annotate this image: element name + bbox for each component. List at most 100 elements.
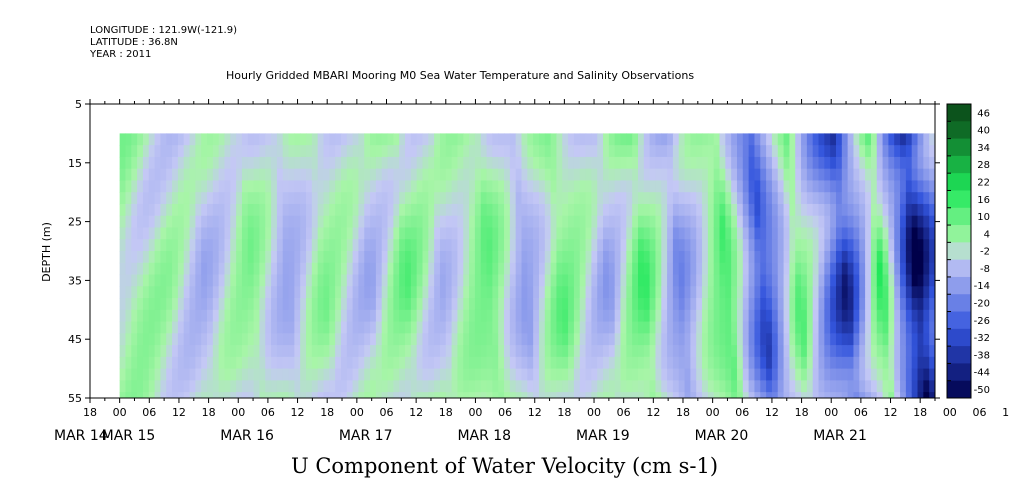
heatmap-cell: [538, 203, 546, 217]
heatmap-cell: [672, 215, 680, 229]
heatmap-cell: [591, 309, 598, 323]
year-label: YEAR : 2011: [90, 49, 152, 60]
heatmap-cell: [672, 145, 680, 158]
heatmap-cell: [719, 309, 726, 323]
heatmap-cell: [230, 333, 237, 346]
heatmap-cell: [492, 392, 499, 398]
heatmap-cell: [719, 180, 726, 193]
heatmap-cell: [620, 392, 627, 398]
heatmap-cell: [841, 333, 849, 346]
heatmap-cell: [498, 239, 505, 252]
heatmap-cell: [841, 251, 849, 264]
heatmap-cell: [381, 145, 389, 158]
x-tick-label: 06: [498, 406, 512, 419]
heatmap-cell: [748, 215, 756, 229]
heatmap-cell: [684, 262, 691, 276]
heatmap-cell: [637, 156, 645, 170]
heatmap-cell: [760, 286, 767, 299]
heatmap-cell: [725, 298, 732, 311]
heatmap-cell: [608, 133, 616, 146]
heatmap-cell: [923, 309, 930, 323]
heatmap-cell: [702, 192, 709, 205]
heatmap-cell: [667, 321, 674, 334]
heatmap-cell: [212, 180, 220, 193]
heatmap-cell: [276, 239, 284, 252]
heatmap-cell: [434, 286, 441, 299]
heatmap-cell: [748, 133, 756, 146]
heatmap-cell: [265, 286, 272, 299]
heatmap-cell: [177, 309, 185, 323]
heatmap-cell: [177, 356, 185, 370]
heatmap-cell: [393, 321, 400, 334]
heatmap-cell: [690, 309, 697, 323]
heatmap-cell: [399, 298, 406, 311]
heatmap-cell: [451, 345, 459, 358]
heatmap-cell: [597, 192, 604, 205]
heatmap-cell: [224, 180, 231, 193]
heatmap-cell: [521, 215, 528, 229]
heatmap-cell: [835, 227, 843, 240]
heatmap-cell: [492, 145, 499, 158]
heatmap-cell: [230, 309, 237, 323]
heatmap-cell: [865, 227, 872, 240]
heatmap-cell: [550, 309, 558, 323]
heatmap-cell: [393, 145, 400, 158]
heatmap-cell: [276, 203, 284, 217]
heatmap-cell: [678, 345, 686, 358]
heatmap-cell: [690, 321, 697, 334]
heatmap-cell: [771, 392, 779, 398]
heatmap-cell: [841, 345, 849, 358]
heatmap-cell: [667, 286, 674, 299]
heatmap-cell: [416, 239, 424, 252]
heatmap-cell: [649, 180, 657, 193]
heatmap-cell: [661, 203, 668, 217]
heatmap-cell: [282, 145, 290, 158]
heatmap-cell: [888, 145, 895, 158]
heatmap-cell: [212, 298, 220, 311]
heatmap-cell: [486, 286, 493, 299]
heatmap-cell: [929, 274, 935, 287]
heatmap-cell: [189, 286, 196, 299]
heatmap-cell: [579, 192, 587, 205]
heatmap-cell: [917, 274, 924, 287]
x-date-label: MAR 18: [457, 428, 511, 444]
heatmap-cell: [317, 309, 325, 323]
heatmap-cell: [626, 262, 633, 276]
heatmap-cell: [597, 239, 604, 252]
heatmap-cell: [294, 356, 301, 370]
heatmap-cell: [317, 333, 325, 346]
heatmap-cell: [375, 133, 383, 146]
heatmap-cell: [172, 239, 179, 252]
heatmap-cell: [282, 392, 290, 398]
heatmap-cell: [661, 392, 668, 398]
heatmap-cell: [323, 345, 330, 358]
heatmap-cell: [166, 251, 173, 264]
heatmap-cell: [603, 251, 610, 264]
heatmap-cell: [824, 239, 831, 252]
heatmap-cell: [172, 227, 179, 240]
heatmap-cell: [154, 380, 162, 393]
heatmap-cell: [271, 392, 278, 398]
heatmap-cell: [148, 251, 156, 264]
heatmap-cell: [241, 345, 249, 358]
heatmap-cell: [364, 145, 371, 158]
heatmap-cell: [748, 380, 756, 393]
heatmap-cell: [835, 392, 843, 398]
heatmap-cell: [166, 192, 173, 205]
heatmap-cell: [463, 192, 470, 205]
heatmap-cell: [207, 286, 214, 299]
heatmap-cell: [620, 380, 627, 393]
heatmap-cell: [754, 380, 761, 393]
colorbar-label: -38: [974, 350, 990, 361]
heatmap-cell: [352, 192, 360, 205]
heatmap-cell: [393, 380, 400, 393]
heatmap-cell: [346, 309, 354, 323]
heatmap-cell: [544, 368, 552, 381]
heatmap-cell: [748, 203, 756, 217]
heatmap-cell: [649, 380, 657, 393]
heatmap-cell: [393, 251, 400, 264]
heatmap-cell: [783, 368, 790, 381]
heatmap-cell: [428, 262, 435, 276]
heatmap-cell: [608, 321, 616, 334]
heatmap-cell: [544, 239, 552, 252]
